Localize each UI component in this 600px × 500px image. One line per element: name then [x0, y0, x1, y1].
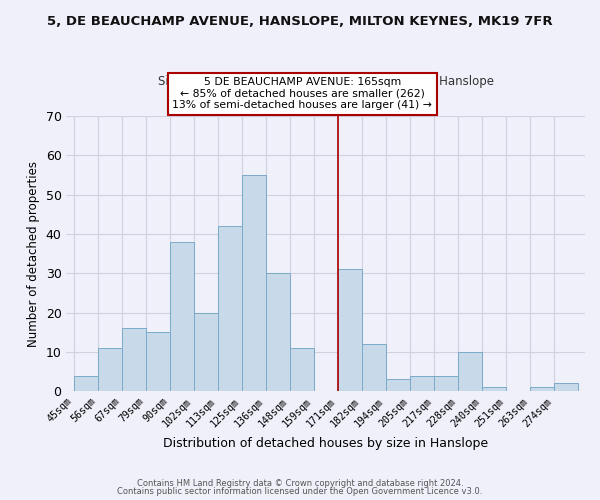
Bar [554, 384, 578, 392]
Bar [194, 312, 218, 392]
Text: Contains HM Land Registry data © Crown copyright and database right 2024.: Contains HM Land Registry data © Crown c… [137, 478, 463, 488]
Bar [458, 352, 482, 392]
Bar [362, 344, 386, 392]
Bar [122, 328, 146, 392]
Bar [434, 376, 458, 392]
Bar [386, 380, 410, 392]
Bar [170, 242, 194, 392]
Bar [218, 226, 242, 392]
Title: Size of property relative to detached houses in Hanslope: Size of property relative to detached ho… [158, 76, 494, 88]
Bar [266, 274, 290, 392]
Bar [290, 348, 314, 392]
Bar [482, 388, 506, 392]
Bar [410, 376, 434, 392]
Bar [74, 376, 98, 392]
Bar [338, 270, 362, 392]
Text: 5, DE BEAUCHAMP AVENUE, HANSLOPE, MILTON KEYNES, MK19 7FR: 5, DE BEAUCHAMP AVENUE, HANSLOPE, MILTON… [47, 15, 553, 28]
Bar [242, 175, 266, 392]
Text: 5 DE BEAUCHAMP AVENUE: 165sqm
← 85% of detached houses are smaller (262)
13% of : 5 DE BEAUCHAMP AVENUE: 165sqm ← 85% of d… [172, 77, 433, 110]
Text: Contains public sector information licensed under the Open Government Licence v3: Contains public sector information licen… [118, 487, 482, 496]
Bar [98, 348, 122, 392]
Bar [530, 388, 554, 392]
Y-axis label: Number of detached properties: Number of detached properties [27, 160, 40, 346]
Bar [146, 332, 170, 392]
X-axis label: Distribution of detached houses by size in Hanslope: Distribution of detached houses by size … [163, 437, 488, 450]
